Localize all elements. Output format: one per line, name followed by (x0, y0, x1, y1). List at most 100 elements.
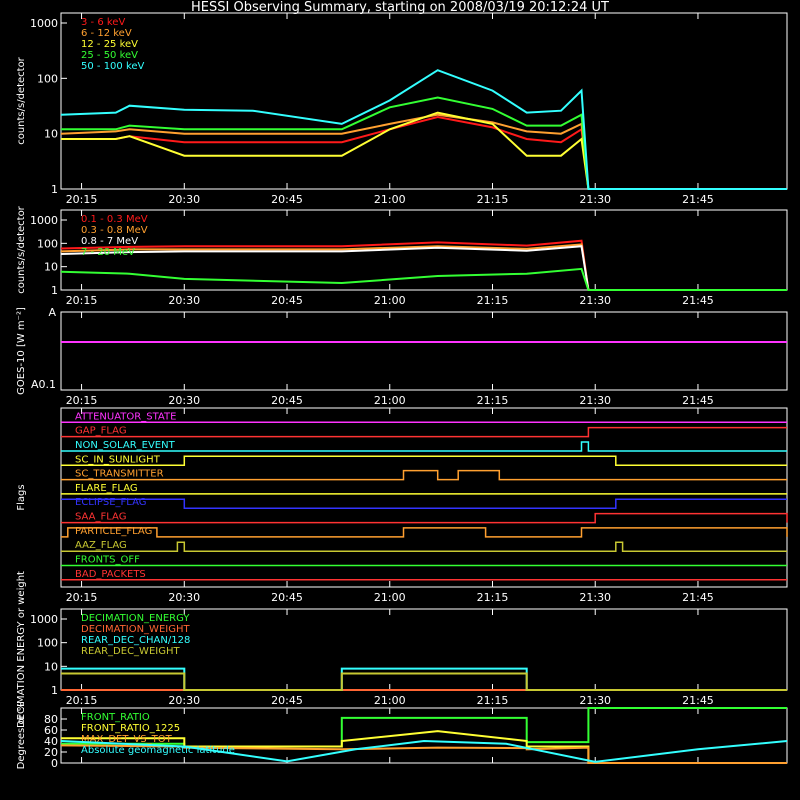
x-tick-label: 21:00 (374, 294, 406, 307)
flag-line (61, 441, 787, 452)
flag-line (61, 426, 787, 438)
legend-entry: MAX_DET_VS_TOT (81, 734, 173, 745)
y-tick-label: 60 (44, 724, 58, 737)
legend-entry: DECIMATION_WEIGHT (81, 624, 190, 635)
panel-frame (60, 311, 788, 391)
y-tick-label: 100 (37, 637, 58, 650)
panel-frame (60, 12, 788, 190)
legend-entry: 12 - 25 keV (81, 39, 138, 50)
legend-entry: DECIMATION_ENERGY (81, 613, 190, 624)
series-line (60, 267, 787, 291)
y-tick-label: 10 (44, 660, 58, 673)
x-tick-label: 21:30 (579, 294, 611, 307)
series-line (60, 245, 787, 291)
x-tick-label: 21:15 (477, 294, 509, 307)
flag-label: ATTENUATOR_STATE (75, 411, 176, 422)
x-tick-label: 21:00 (374, 394, 406, 407)
flag-line (61, 541, 787, 552)
y-tick-label: A0.1 (31, 378, 56, 391)
x-tick-label: 21:15 (477, 591, 509, 604)
series-line (61, 667, 787, 691)
series-line (61, 96, 787, 190)
y-tick-label: 100 (37, 72, 58, 85)
y-tick-label: 10 (44, 261, 58, 274)
legend-entry: FRONT_RATIO (81, 712, 150, 723)
flag-line (61, 469, 787, 481)
y-tick-label: 1 (51, 183, 58, 196)
panel-frame (60, 707, 788, 764)
x-tick-label: 20:30 (168, 394, 200, 407)
x-tick-label: 20:30 (168, 193, 200, 206)
flag-label: AAZ_FLAG (75, 540, 127, 551)
y-axis-label: counts/s/detector (16, 56, 27, 144)
series-line (60, 739, 788, 763)
x-tick-label: 21:30 (579, 694, 611, 707)
y-tick-label: 1 (51, 284, 58, 297)
x-tick-label: 20:15 (66, 394, 98, 407)
flag-label: SC_TRANSMITTER (75, 469, 164, 480)
x-tick-label: 21:00 (374, 694, 406, 707)
x-tick-label: 20:15 (66, 694, 98, 707)
y-axis-label: Flags (16, 484, 27, 510)
x-tick-label: 21:15 (477, 694, 509, 707)
legend-entry: FRONT_RATIO_1225 (81, 723, 180, 734)
x-tick-label: 21:00 (374, 193, 406, 206)
x-tick-label: 21:45 (682, 294, 714, 307)
x-tick-label: 20:30 (168, 591, 200, 604)
legend-entry: Absolute geomagnetic latitude (81, 745, 235, 756)
y-tick-label: 100 (37, 237, 58, 250)
flag-label: NON_SOLAR_EVENT (75, 440, 176, 451)
legend-entry: 25 - 50 keV (81, 50, 138, 61)
y-tick-label: 0 (51, 757, 58, 770)
y-tick-label: 10 (44, 128, 58, 141)
x-tick-label: 21:45 (682, 694, 714, 707)
x-tick-label: 21:45 (682, 591, 714, 604)
x-tick-label: 20:45 (271, 694, 303, 707)
y-tick-label: 1000 (30, 214, 58, 227)
x-tick-label: 20:15 (66, 193, 98, 206)
legend-entry: 0.8 - 7 MeV (81, 236, 138, 247)
flag-label: PARTICLE_FLAG (75, 526, 152, 537)
legend-entry: 3 - 6 keV (81, 17, 125, 28)
y-axis-label: GOES-10 [W m⁻²] (16, 307, 27, 395)
y-axis-label: counts/s/detector (16, 205, 27, 293)
x-tick-label: 21:15 (477, 394, 509, 407)
legend-entry: 50 - 100 keV (81, 61, 145, 72)
x-tick-label: 20:15 (66, 294, 98, 307)
x-tick-label: 20:45 (271, 394, 303, 407)
legend-entry: 6 - 12 keV (81, 28, 132, 39)
figure-title: HESSI Observing Summary, starting on 200… (191, 0, 609, 15)
panel-frame (60, 407, 788, 588)
x-tick-label: 21:15 (477, 193, 509, 206)
y-tick-label: A (48, 306, 56, 319)
series-line (61, 111, 787, 190)
flag-label: ECLIPSE_FLAG (75, 497, 146, 508)
legend-entry: 0.3 - 0.8 MeV (81, 225, 148, 236)
y-tick-label: 20 (44, 746, 58, 759)
x-tick-label: 20:30 (168, 294, 200, 307)
y-axis-label: Degrees or % (16, 702, 27, 770)
legend-entry: REAR_DEC_CHAN/128 (81, 635, 190, 646)
flag-line (61, 512, 788, 524)
x-tick-label: 21:30 (579, 394, 611, 407)
flag-line (61, 527, 788, 538)
series-line (61, 672, 787, 691)
x-tick-label: 21:00 (374, 591, 406, 604)
y-tick-label: 80 (44, 713, 58, 726)
panel-frame (60, 209, 788, 291)
x-tick-label: 20:15 (66, 591, 98, 604)
flag-label: FRONTS_OFF (75, 555, 140, 566)
legend-entry: 7 - 20 MeV (81, 247, 135, 258)
x-tick-label: 20:45 (271, 193, 303, 206)
x-tick-label: 20:30 (168, 694, 200, 707)
y-tick-label: 1000 (30, 613, 58, 626)
x-tick-label: 21:30 (579, 591, 611, 604)
flag-label: SAA_FLAG (75, 512, 126, 523)
x-tick-label: 21:45 (682, 193, 714, 206)
y-tick-label: 1 (51, 684, 58, 697)
y-axis-label: DECIMATION ENERGY or weight (16, 571, 27, 728)
series-line (61, 115, 787, 190)
y-tick-label: 1000 (30, 17, 58, 30)
legend-entry: 0.1 - 0.3 MeV (81, 214, 148, 225)
